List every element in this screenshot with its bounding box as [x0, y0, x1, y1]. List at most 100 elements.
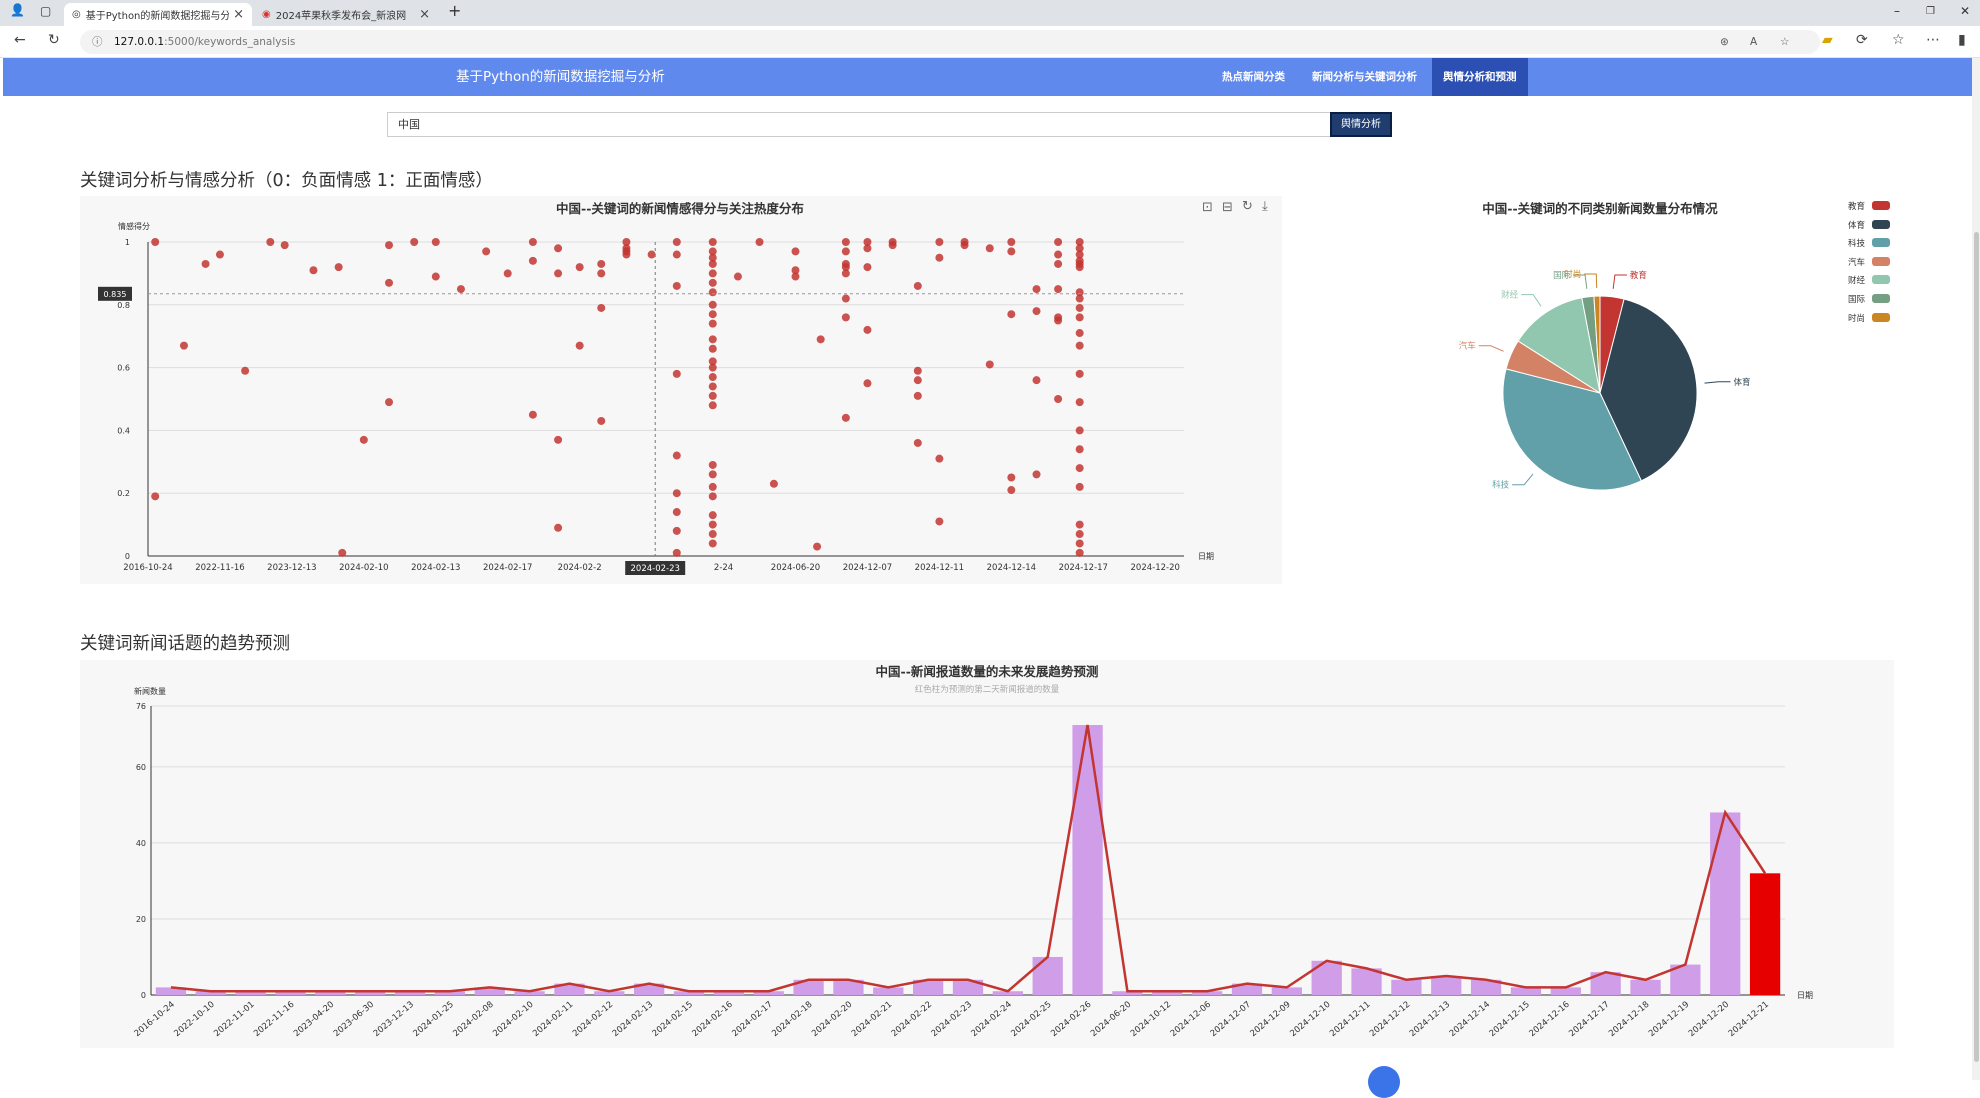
scatter-point: [1075, 288, 1084, 297]
x-tick-label: 2024-12-19: [1647, 1000, 1691, 1039]
scatter-point: [672, 508, 681, 517]
x-tick-label: 2024-12-20: [1687, 1000, 1731, 1039]
y-tick-label: 60: [136, 763, 146, 772]
reload-icon[interactable]: ↻: [48, 32, 60, 48]
extensions-icon[interactable]: ⟳: [1856, 32, 1868, 48]
browser-tab[interactable]: ◉ 2024苹果秋季发布会_新浪网 ×: [254, 3, 438, 26]
scatter-point: [935, 253, 944, 262]
keyword-search-input[interactable]: 中国: [387, 112, 1331, 137]
close-tab-icon[interactable]: ×: [419, 7, 430, 22]
pie-slice: [1593, 295, 1601, 394]
scatter-point: [755, 238, 764, 246]
x-tick-label: 2024-02-16: [691, 1000, 735, 1039]
new-tab-button[interactable]: +: [448, 1, 462, 20]
x-tick-label: 2024-02-26: [1049, 1000, 1093, 1039]
floating-button[interactable]: [1368, 1066, 1400, 1098]
scatter-point: [1054, 395, 1063, 403]
y-tick-label: 20: [136, 915, 146, 924]
translate-icon[interactable]: ⊛: [1720, 36, 1729, 48]
zoom-icon[interactable]: ⊡: [1202, 200, 1213, 215]
x-tick-label: 2024-06-20: [1089, 1000, 1133, 1039]
scatter-point: [1075, 464, 1084, 473]
tab-title: 2024苹果秋季发布会_新浪网: [275, 11, 407, 22]
crosshair-y-badge: [98, 286, 132, 301]
nav-sentiment-forecast[interactable]: 舆情分析和预测: [1432, 58, 1528, 96]
pie-slice-label: 国际: [1553, 271, 1571, 281]
pie-label-line: [1612, 274, 1627, 289]
tab-actions-icon[interactable]: ▢: [40, 4, 52, 18]
sidebar-icon[interactable]: ▮: [1958, 32, 1966, 48]
restore-icon[interactable]: ↻: [1242, 199, 1253, 214]
x-tick-label: 2024-02-10: [491, 1000, 535, 1039]
x-tick-label: 2024-12-11: [915, 563, 964, 573]
legend-label: 科技: [1848, 239, 1866, 250]
analyze-button[interactable]: 舆情分析: [1330, 112, 1392, 137]
favorites-icon[interactable]: ☆: [1892, 32, 1905, 48]
scatter-point: [935, 238, 944, 246]
nav-hot-news[interactable]: 热点新闻分类: [1222, 71, 1285, 83]
scatter-point: [672, 281, 681, 290]
scrollbar-thumb[interactable]: [1974, 232, 1979, 1062]
profile-icon[interactable]: 👤: [10, 3, 25, 17]
browser-tab-active[interactable]: ◎ 基于Python的新闻数据挖掘与分析 ×: [64, 3, 252, 26]
back-icon[interactable]: ←: [14, 32, 26, 48]
scatter-point: [913, 376, 922, 385]
scatter-point: [1075, 238, 1084, 246]
zoom-reset-icon[interactable]: ⊟: [1222, 200, 1233, 215]
scatter-point: [597, 303, 606, 312]
download-icon[interactable]: ⤓: [1262, 199, 1268, 214]
legend-label: 财经: [1848, 276, 1866, 287]
bar: [1032, 956, 1063, 995]
scatter-point: [622, 238, 631, 246]
read-aloud-icon[interactable]: A: [1750, 36, 1758, 48]
scatter-point: [266, 238, 275, 246]
minimize-icon[interactable]: –: [1894, 4, 1900, 18]
scatter-point: [935, 517, 944, 526]
pie-slice-label: 体育: [1733, 377, 1750, 388]
folder-icon[interactable]: ▰: [1822, 32, 1833, 48]
predicted-bar: [1749, 873, 1781, 995]
x-tick-label: 2024-12-14: [987, 563, 1036, 573]
bar: [434, 991, 466, 995]
scatter-point: [672, 526, 681, 535]
close-window-icon[interactable]: ✕: [1960, 4, 1971, 18]
info-icon[interactable]: ⓘ: [92, 36, 103, 48]
scatter-point: [708, 247, 717, 256]
bar-title: 中国--新闻报道数量的未来发展趋势预测: [875, 664, 1099, 679]
scatter-point: [647, 250, 656, 259]
more-icon[interactable]: ⋯: [1926, 32, 1940, 48]
scatter-point: [1007, 310, 1016, 319]
scatter-point: [554, 435, 563, 444]
browser-tab-strip: 👤 ▢ ◎ 基于Python的新闻数据挖掘与分析 × ◉ 2024苹果秋季发布会…: [0, 0, 1980, 26]
x-tick-label: 2024-01-25: [412, 1000, 456, 1039]
bar-subtitle: 红色柱为预测的第二天新闻报道的数量: [914, 685, 1060, 695]
scatter-point: [863, 379, 872, 388]
nav-news-keyword-analysis[interactable]: 新闻分析与关键词分析: [1312, 71, 1417, 83]
scatter-point: [215, 250, 224, 259]
restore-icon[interactable]: ❐: [1926, 6, 1935, 17]
x-tick-label: 2024-02-24: [970, 1000, 1014, 1039]
x-tick-label: 2022-11-16: [195, 563, 244, 573]
scatter-point: [597, 416, 606, 425]
bar: [235, 991, 266, 995]
bar: [394, 991, 426, 995]
section-heading-trend: 关键词新闻话题的趋势预测: [80, 634, 290, 654]
url-field[interactable]: ⓘ 127.0.0.1:5000/keywords_analysis ⊛ A ☆: [80, 30, 1820, 54]
legend-label: 体育: [1848, 220, 1866, 231]
scatter-point: [482, 247, 491, 256]
scatter-point: [841, 413, 850, 422]
scatter-point: [528, 410, 537, 419]
brand-title[interactable]: 基于Python的新闻数据挖掘与分析: [456, 69, 665, 85]
legend-swatch: [1872, 312, 1890, 322]
favorite-star-icon[interactable]: ☆: [1780, 36, 1790, 48]
bar: [1590, 972, 1621, 995]
x-tick-label: 2023-12-13: [267, 563, 316, 573]
close-tab-icon[interactable]: ×: [233, 7, 244, 22]
bar: [315, 991, 346, 995]
legend-swatch: [1872, 294, 1890, 303]
scatter-point: [1075, 341, 1084, 350]
x-tick-label: 2024-02-13: [411, 563, 460, 573]
